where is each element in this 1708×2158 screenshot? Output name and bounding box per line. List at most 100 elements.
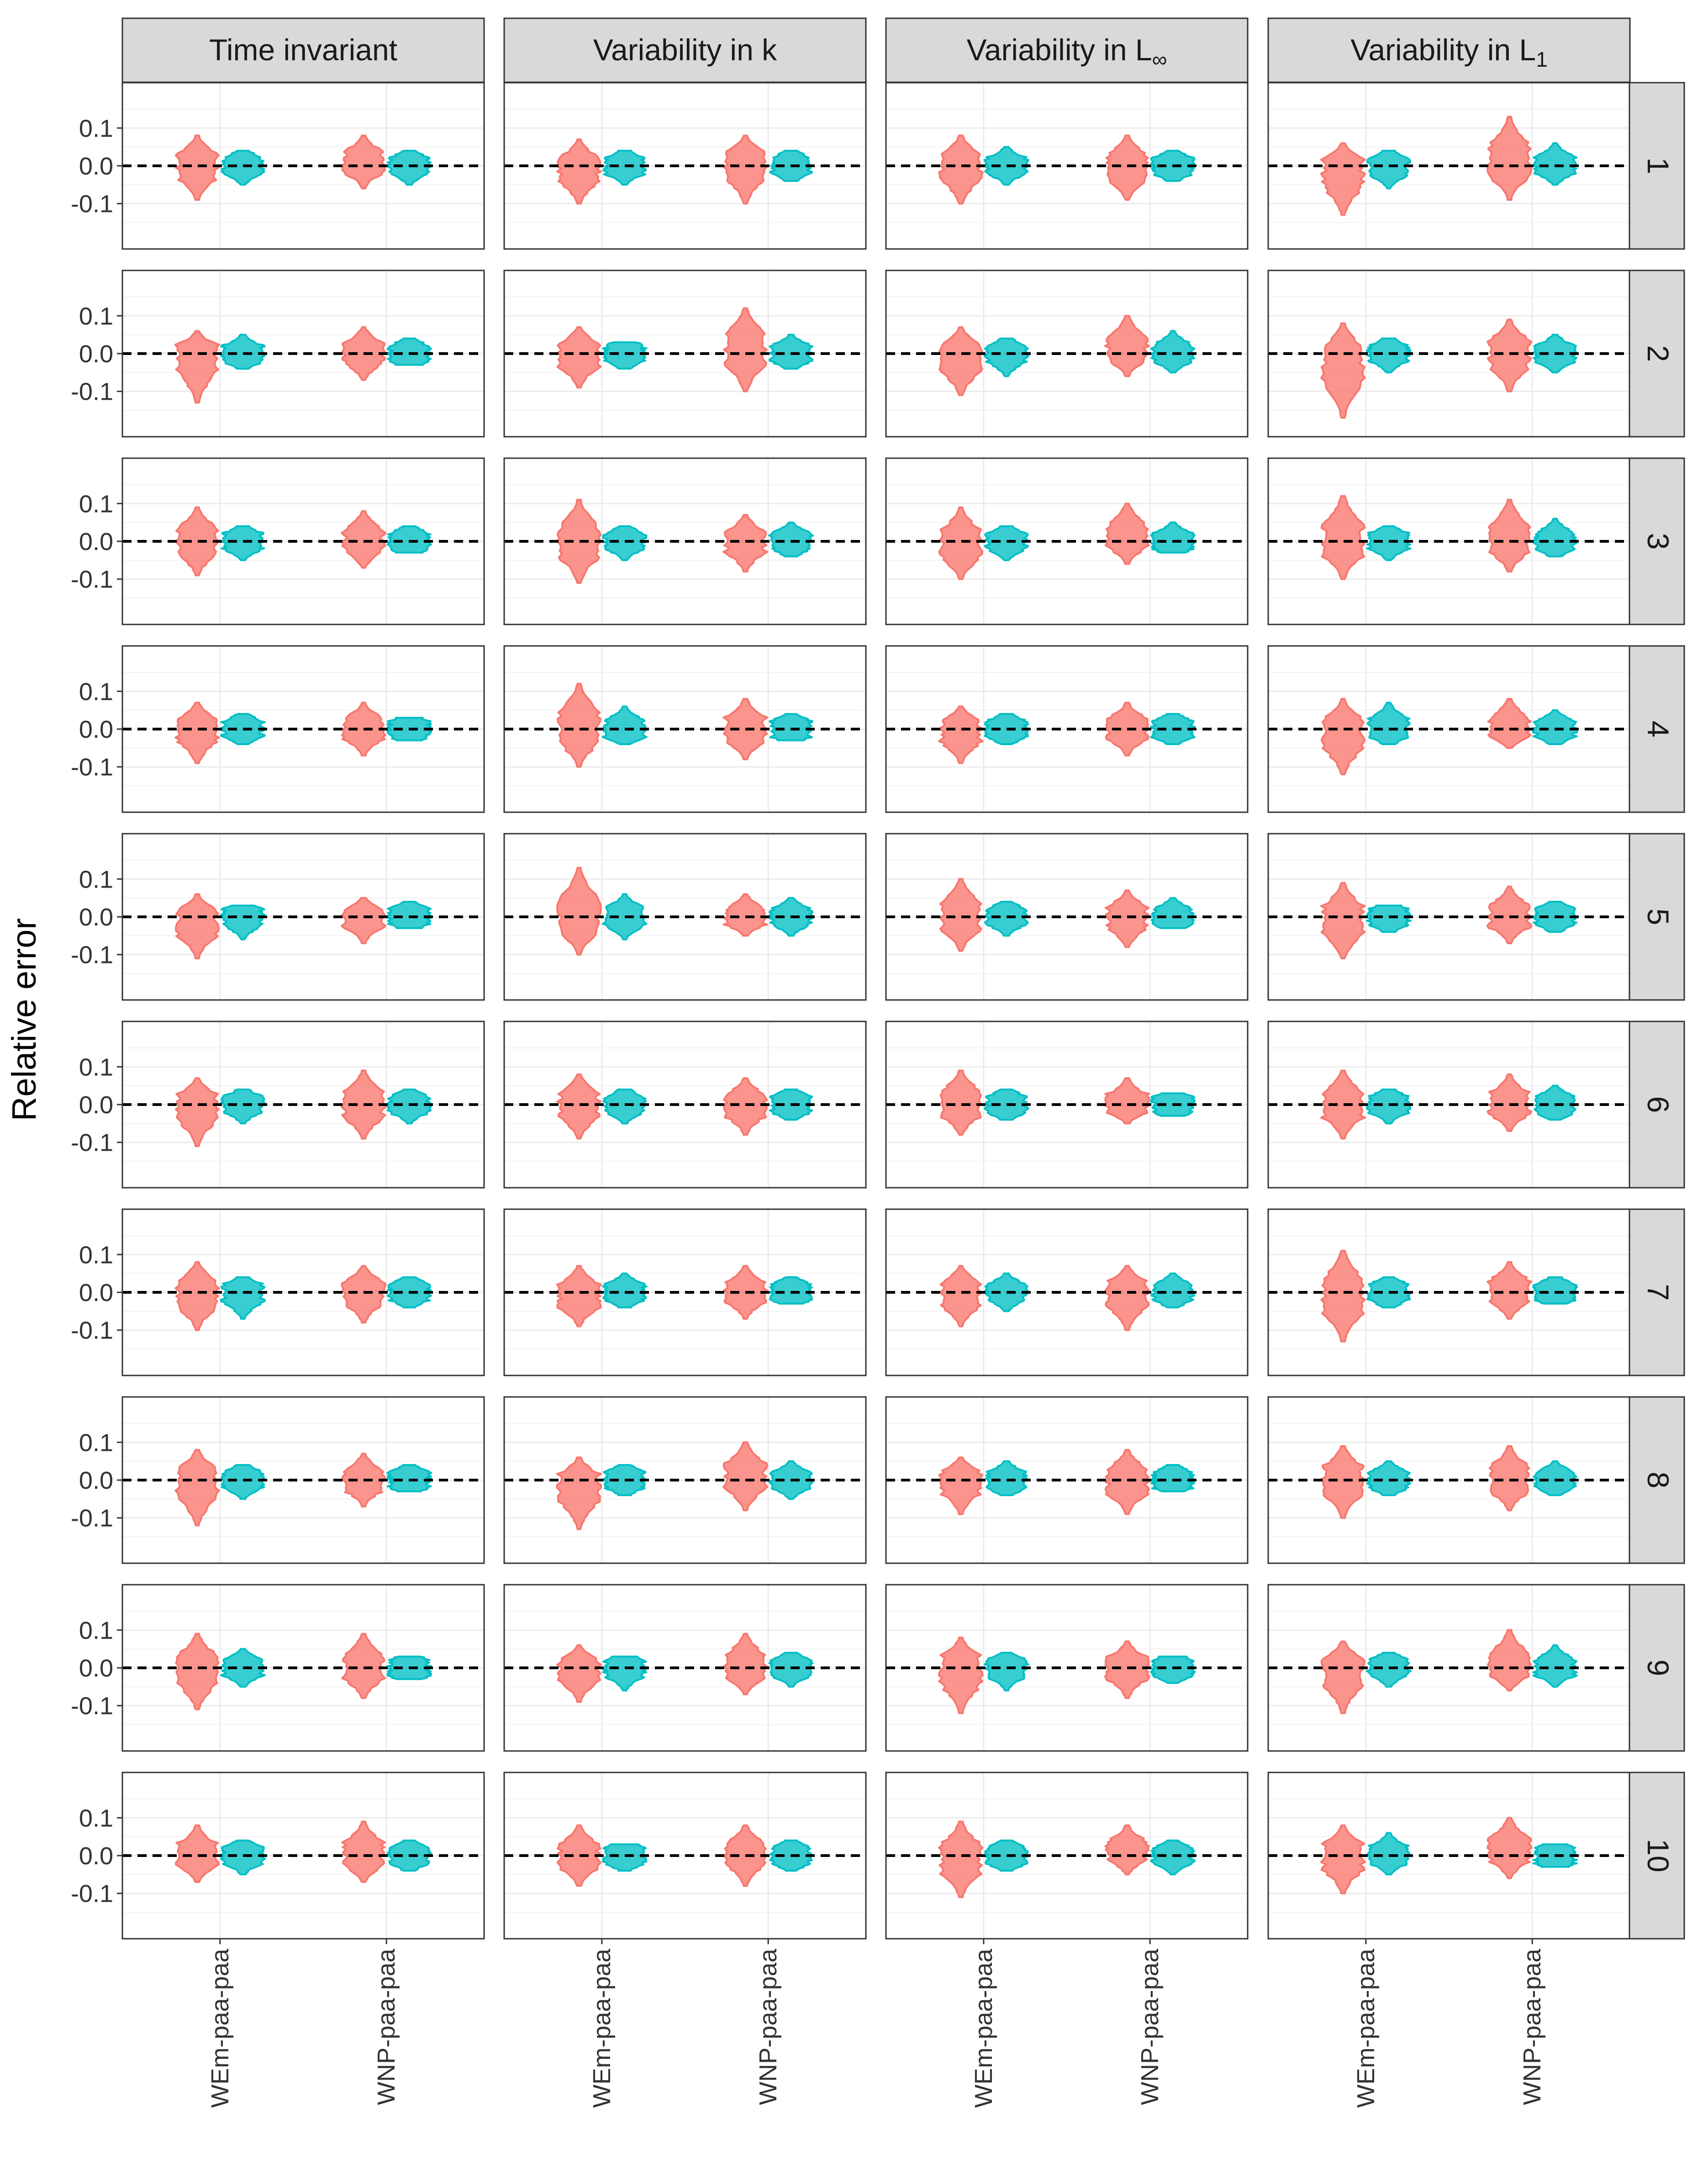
violin-mark <box>723 307 768 392</box>
violin-mark <box>983 146 1029 186</box>
violin-mark <box>174 1077 220 1147</box>
violin-mark <box>1105 134 1149 201</box>
violin-mark <box>723 134 768 205</box>
violin-mark <box>1320 495 1366 580</box>
violin-mark <box>1320 698 1365 776</box>
row-strip: 1 <box>1629 82 1685 250</box>
y-tick-label: 0.0 <box>79 528 113 555</box>
row-strip-label: 8 <box>1641 1472 1675 1489</box>
row-strip: 10 <box>1629 1772 1685 1940</box>
violin-mark <box>938 1820 984 1898</box>
violin-mark <box>1532 709 1578 746</box>
x-tick-label: WNP-paa-paa <box>373 1948 400 2105</box>
violin-mark <box>1532 518 1578 558</box>
violin-mark <box>722 1077 768 1136</box>
y-tick-label: 0.1 <box>79 302 113 330</box>
facet-panel <box>885 1584 1249 1752</box>
facet-panel <box>1267 1208 1631 1376</box>
violin-mark <box>1150 1464 1196 1492</box>
violin-mark <box>1533 1460 1577 1497</box>
violin-mark <box>341 510 387 569</box>
row-strip: 2 <box>1629 270 1685 438</box>
y-tick-label: -0.1 <box>71 566 113 593</box>
y-axes: 0.1 0.0 -0.1 0.1 0.0 -0.1 0.1 0.0 -0.1 0.1 0.0 -0.1… <box>71 115 122 1908</box>
violin-mark <box>602 525 648 561</box>
violin-mark <box>984 1088 1029 1121</box>
row-strip-background <box>1629 457 1685 625</box>
facet-panel <box>503 457 867 625</box>
violin-mark <box>984 713 1029 746</box>
violin-mark <box>386 1464 432 1492</box>
panel-border <box>885 270 1249 438</box>
facet-panel <box>503 1772 867 1940</box>
violin-mark <box>602 893 648 941</box>
panel-border <box>503 1021 867 1189</box>
facet-panel <box>121 1021 485 1189</box>
violin-mark <box>386 525 432 554</box>
facet-panel <box>1267 1396 1631 1564</box>
violin-mark <box>556 1456 602 1530</box>
y-axis: 0.1 0.0 -0.1 <box>71 302 122 406</box>
violin-mark <box>1532 142 1578 186</box>
x-tick-label: WNP-paa-paa <box>1518 1948 1546 2105</box>
violin-mark <box>386 337 432 366</box>
y-axis: 0.1 0.0 -0.1 <box>71 1617 122 1720</box>
violin-mark <box>341 1633 386 1699</box>
x-tick-label: WEm-paa-paa <box>970 1948 997 2108</box>
violin-mark <box>768 1276 814 1305</box>
y-tick-label: -0.1 <box>71 1693 113 1720</box>
violin-mark <box>175 1633 220 1710</box>
facet-panel <box>503 645 867 813</box>
violin-mark <box>1104 1265 1150 1331</box>
facet-panel <box>121 82 485 250</box>
y-tick-label: 0.1 <box>79 1241 113 1269</box>
violin-mark <box>938 506 984 580</box>
violin-mark <box>603 1464 647 1497</box>
violin-mark <box>556 138 602 205</box>
violin-mark <box>220 333 266 370</box>
y-axis: 0.1 0.0 -0.1 <box>71 1804 122 1908</box>
violin-mark <box>1365 904 1412 933</box>
column-strip-background <box>885 17 1249 83</box>
violin-mark <box>1534 1084 1576 1121</box>
violin-mark <box>1104 1077 1150 1125</box>
facet-panel <box>121 833 485 1001</box>
panel-border <box>503 270 867 438</box>
violin-mark <box>1487 499 1531 573</box>
y-tick-label: 0.1 <box>79 1053 113 1081</box>
violin-mark <box>386 149 432 186</box>
violin-mark <box>939 878 982 952</box>
y-tick-label: 0.0 <box>79 1279 113 1306</box>
y-tick-label: 0.0 <box>79 1091 113 1119</box>
violin-mark <box>174 1449 220 1527</box>
y-tick-label: 0.1 <box>79 490 113 518</box>
facet-panel <box>121 457 485 625</box>
panel-border <box>503 1208 867 1376</box>
row-strip-background <box>1629 645 1685 813</box>
y-axis: 0.1 0.0 -0.1 <box>71 1053 122 1157</box>
facet-panel <box>503 1208 867 1376</box>
panel-border <box>885 1208 1249 1376</box>
violin-mark <box>1150 897 1195 929</box>
violin-mark <box>1104 1640 1150 1699</box>
facet-panel <box>885 833 1249 1001</box>
facet-panel <box>121 1396 485 1564</box>
violin-mark <box>221 525 265 561</box>
violin-mark <box>174 1261 220 1331</box>
facet-panel <box>1267 457 1631 625</box>
facet-panel <box>503 1584 867 1752</box>
violin-mark <box>1365 1651 1412 1688</box>
violin-mark <box>1366 337 1412 374</box>
violin-mark <box>1149 1656 1196 1684</box>
y-tick-label: 0.0 <box>79 1467 113 1494</box>
violin-mark <box>1320 142 1366 216</box>
violin-mark <box>1366 1460 1412 1497</box>
violin-mark <box>556 1265 602 1328</box>
facet-panel <box>503 833 867 1001</box>
violin-mark <box>1320 1824 1366 1894</box>
panel-grid <box>121 82 1631 1940</box>
panel-border <box>503 833 867 1001</box>
violin-mark <box>556 1824 601 1887</box>
row-strip-label: 10 <box>1641 1839 1675 1872</box>
